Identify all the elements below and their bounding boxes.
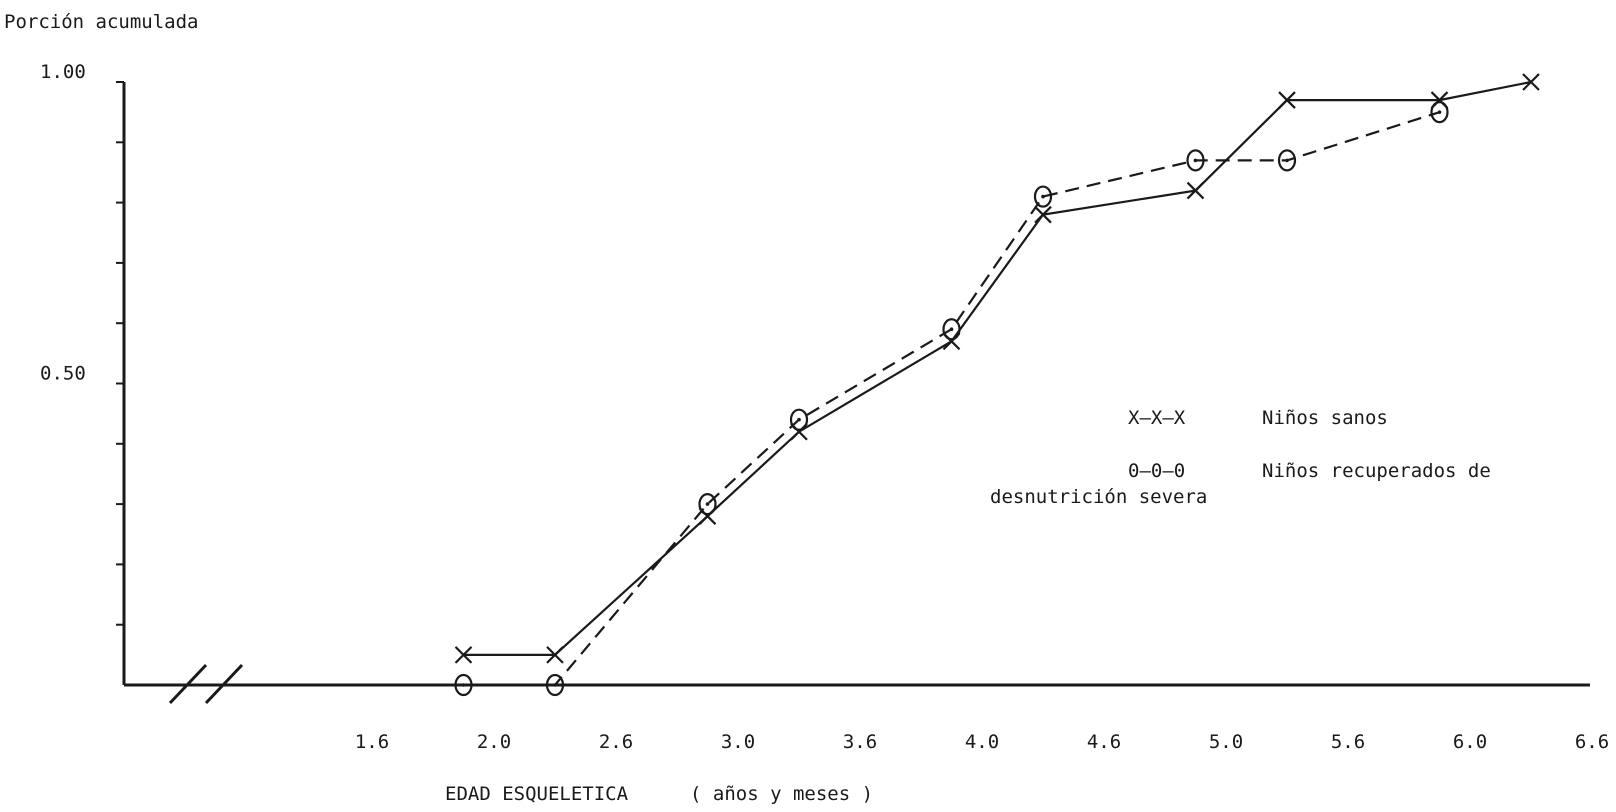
x-tick-label: 2.0 — [477, 731, 511, 753]
y-tick-labels: 1.00 0.50 — [40, 61, 86, 385]
x-tick-label: 3.0 — [721, 731, 755, 753]
point-o-marker — [698, 493, 717, 516]
point-o-marker — [1033, 185, 1053, 208]
x-axis-unit: ( años y meses ) — [690, 783, 873, 805]
point-o-marker — [942, 318, 961, 341]
x-tick-label: 6.0 — [1453, 731, 1487, 753]
legend-sanos-symbol: X—X—X — [1128, 407, 1186, 429]
point-x-marker — [1186, 181, 1205, 200]
x-tick-label: 5.6 — [1331, 731, 1365, 753]
point-o-marker — [1430, 101, 1449, 124]
x-tick-labels: 1.6 2.0 2.6 3.0 3.6 4.0 4.6 5.0 5.6 6.0 6.6 — [355, 731, 1609, 753]
point-x-marker — [546, 646, 564, 664]
legend-recup-label-line2: desnutrición severa — [990, 486, 1207, 508]
y-tick-label: 1.00 — [40, 61, 86, 83]
y-tick-label: 0.50 — [40, 363, 86, 385]
x-axis-title: EDAD ESQUELETICA — [445, 783, 629, 805]
series-markers — [454, 73, 1540, 697]
x-tick-label: 2.6 — [599, 731, 633, 753]
legend-recup-symbol: 0—0—0 — [1128, 460, 1185, 482]
point-x-marker — [1034, 205, 1052, 224]
x-tick-label: 4.0 — [965, 731, 999, 753]
point-o-marker — [1186, 149, 1205, 172]
series-line-recuperados — [463, 111, 1440, 687]
point-o-marker — [789, 408, 809, 431]
y-axis-title: Porción acumulada — [4, 11, 198, 33]
point-o-marker — [1277, 149, 1297, 172]
x-tick-label: 4.6 — [1087, 731, 1121, 753]
point-x-marker — [454, 646, 473, 664]
axis-break-mark — [204, 663, 244, 705]
legend-recup-label: Niños recuperados de — [1262, 460, 1491, 482]
legend-sanos-label: Niños sanos — [1262, 407, 1388, 429]
y-ticks — [116, 81, 124, 626]
x-tick-label: 3.6 — [843, 731, 877, 753]
x-tick-label: 1.6 — [355, 731, 389, 753]
x-tick-label: 6.6 — [1575, 731, 1609, 753]
point-o-marker — [545, 673, 565, 697]
point-o-marker — [454, 673, 473, 697]
axis-break-mark — [168, 663, 208, 705]
point-x-marker — [1278, 91, 1296, 109]
legend: X—X—X Niños sanos 0—0—0 Niños recuperado… — [990, 407, 1491, 508]
x-tick-label: 5.0 — [1209, 731, 1243, 753]
point-x-marker — [1522, 73, 1540, 91]
series-lines — [463, 80, 1532, 687]
series-line-sanos — [463, 80, 1532, 656]
